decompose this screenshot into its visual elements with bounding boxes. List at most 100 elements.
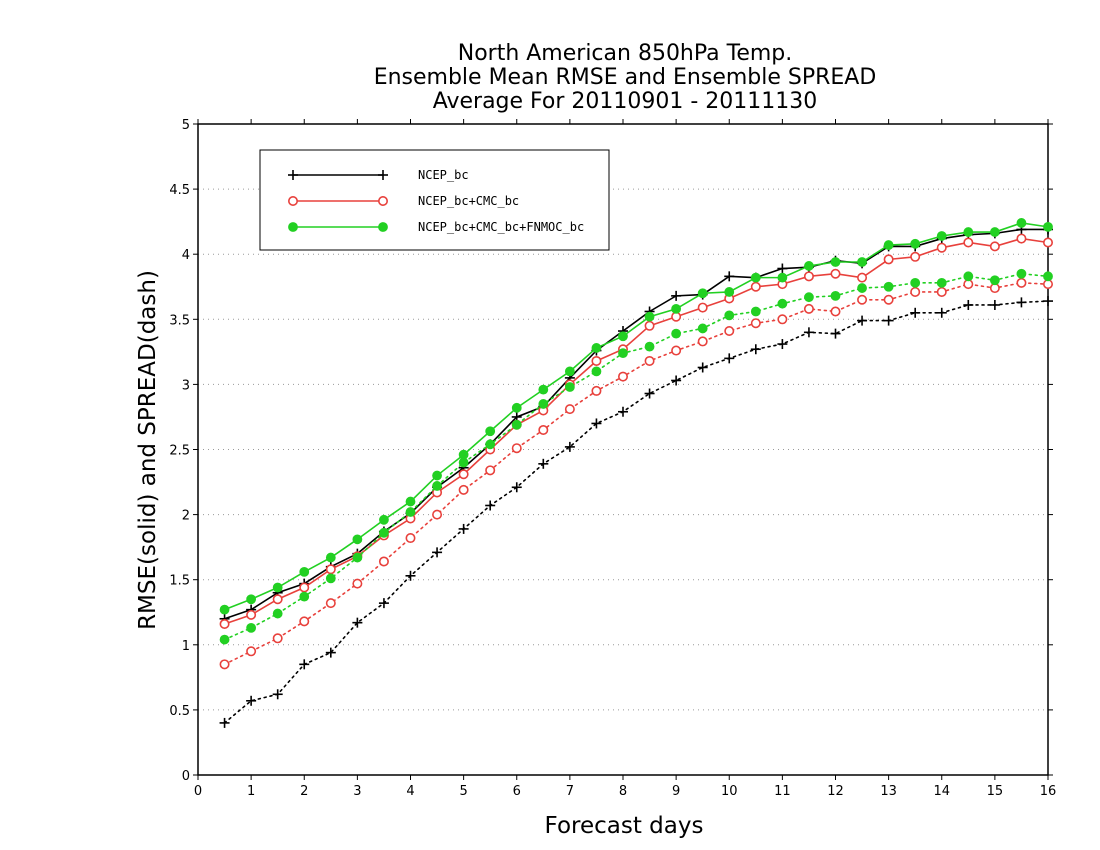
series-1-rmse-point-25 <box>883 254 894 265</box>
series-0-rmse-point-21 <box>777 263 788 274</box>
series-0-spread-point-20 <box>750 344 761 355</box>
series-1-rmse-point-16 <box>644 320 655 331</box>
series-0-spread-point-2 <box>272 689 283 700</box>
series-1-rmse-point-31 <box>1043 237 1054 248</box>
series-2-rmse-point-17 <box>671 303 682 314</box>
series-1-spread-point-2 <box>272 633 283 644</box>
legend-marker-start-0 <box>288 170 298 180</box>
series-0-spread-point-4 <box>325 647 336 658</box>
x-tick-label-10: 10 <box>721 784 738 799</box>
series-2-rmse-point-23 <box>830 257 841 267</box>
series-2-rmse-point-14 <box>591 343 602 353</box>
series-2-spread-line <box>223 272 1049 641</box>
series-2-rmse-point-7 <box>405 496 416 507</box>
series-2-spread-point-27 <box>936 277 947 288</box>
series-1-spread-point-8 <box>432 509 443 520</box>
series-0-spread-point-31 <box>1043 296 1053 307</box>
series-1-rmse-point-24 <box>857 272 868 283</box>
series-0-rmse <box>219 224 1053 624</box>
series-1-rmse-line <box>224 237 1049 625</box>
series-2-spread <box>219 268 1053 645</box>
series-0-spread-point-1 <box>246 695 257 706</box>
series-2-rmse-point-4 <box>325 552 336 563</box>
series-2-rmse-point-16 <box>644 311 655 322</box>
series-0-spread-point-24 <box>857 315 868 326</box>
series-2-spread-point-4 <box>325 573 336 584</box>
series-2-spread-point-1 <box>246 622 257 633</box>
series-1-spread-point-19 <box>724 326 735 337</box>
series-0-rmse-point-19 <box>724 271 735 282</box>
series-2-rmse-point-21 <box>777 272 788 283</box>
series-1-spread-point-23 <box>830 306 841 317</box>
series-1-spread-point-26 <box>910 286 921 297</box>
series-0-spread-point-21 <box>777 339 788 350</box>
legend-label-0: NCEP_bc <box>418 168 469 182</box>
series-2-rmse <box>219 218 1053 615</box>
series-0-spread-point-0 <box>219 717 230 728</box>
series-2-spread-point-0 <box>219 634 230 645</box>
x-tick-label-15: 15 <box>987 784 1004 799</box>
series-2-spread-point-24 <box>857 283 867 293</box>
legend-label-2: NCEP_bc+CMC_bc+FNMOC_bc <box>418 220 584 234</box>
series-1-spread-point-25 <box>883 294 894 305</box>
series-0-spread-point-18 <box>697 362 708 373</box>
series-2-rmse-point-8 <box>432 470 442 481</box>
series-1-spread-line <box>223 282 1049 666</box>
series-2-rmse-point-6 <box>379 514 389 525</box>
x-tick-label-14: 14 <box>933 784 950 799</box>
series-2-rmse-point-3 <box>299 566 310 577</box>
series-0-spread-point-6 <box>378 598 389 609</box>
legend-label-1: NCEP_bc+CMC_bc <box>418 194 519 208</box>
series-1-spread-point-11 <box>511 443 522 454</box>
series-1-spread-point-17 <box>671 345 682 356</box>
series-1-spread-point-6 <box>378 556 389 567</box>
series-1-spread-point-21 <box>777 314 788 325</box>
axis-ticks: 00.511.522.533.544.550 1 2 3 4 5 6 7 8 9 10 11 12 13 1… <box>169 118 1056 799</box>
series-1-rmse-point-22 <box>803 271 814 282</box>
series-1-spread-point-3 <box>299 616 310 627</box>
series-1-spread-point-18 <box>697 336 708 347</box>
series-2-rmse-point-30 <box>1016 218 1027 228</box>
series-1-spread-point-0 <box>219 659 230 670</box>
x-tick-label-7: 7 <box>566 784 574 799</box>
series-0-spread-point-22 <box>803 327 814 338</box>
series-2-spread-point-10 <box>485 439 496 450</box>
series-2-rmse-point-0 <box>219 604 230 615</box>
legend-item-1: NCEP_bc+CMC_bc <box>287 194 519 208</box>
series-1-rmse-point-30 <box>1016 233 1027 244</box>
series-2-rmse-point-2 <box>272 582 283 593</box>
series-1-spread-point-13 <box>564 404 575 415</box>
series-1-rmse-point-20 <box>750 281 761 292</box>
series-1-rmse-point-0 <box>219 618 230 629</box>
y-tick-label-1: 0.5 <box>169 704 190 719</box>
series-1-spread <box>219 277 1054 670</box>
x-tick-label-6: 6 <box>513 784 521 799</box>
series-2-spread-point-29 <box>989 275 1000 286</box>
x-tick-label-8: 8 <box>619 784 627 799</box>
series-0-spread-point-28 <box>963 299 974 310</box>
series-2-spread-point-25 <box>883 281 894 292</box>
y-tick-label-5: 2.5 <box>169 444 190 459</box>
series-1-spread-point-27 <box>936 286 947 297</box>
series-2-spread-point-8 <box>432 481 442 491</box>
legend-item-0: NCEP_bc <box>288 168 469 182</box>
series-0-spread-point-7 <box>405 570 416 581</box>
series-0-spread-point-10 <box>485 500 496 511</box>
y-tick-label-9: 4.5 <box>169 183 190 198</box>
series-1-spread-point-10 <box>485 465 496 476</box>
series-1-rmse-point-29 <box>989 241 1000 252</box>
chart-title: North American 850hPa Temp. Ensemble Mea… <box>374 41 877 114</box>
series-0-spread-point-29 <box>989 299 1000 310</box>
series-2-rmse-point-5 <box>352 534 363 545</box>
series-2-spread-point-21 <box>777 298 788 309</box>
series-layer <box>219 218 1054 728</box>
series-0-spread-point-3 <box>299 659 310 670</box>
series-1-spread-point-22 <box>803 303 814 314</box>
series-2-rmse-point-24 <box>857 257 867 267</box>
series-2-spread-point-16 <box>644 341 655 352</box>
series-1-spread-point-14 <box>591 385 602 396</box>
series-2-spread-point-18 <box>697 323 708 334</box>
series-2-rmse-point-18 <box>697 288 708 299</box>
x-tick-label-16: 16 <box>1040 784 1057 799</box>
series-1-rmse-point-4 <box>325 564 336 575</box>
